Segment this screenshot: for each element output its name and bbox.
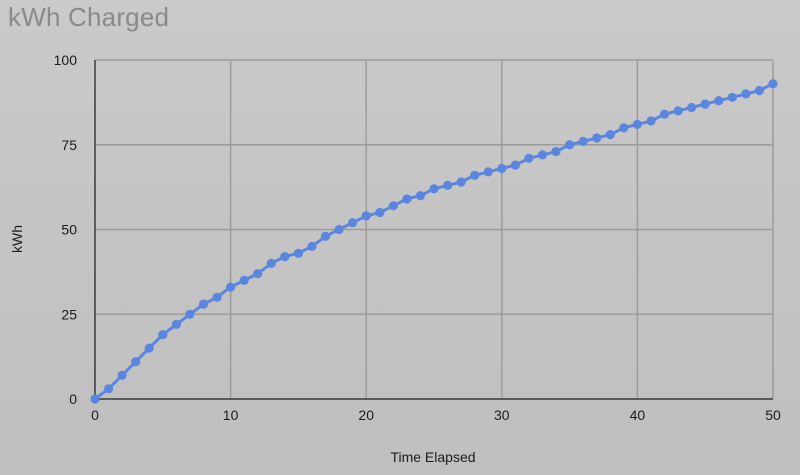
data-point	[565, 140, 575, 150]
tick-label-layer: 0 25 50 75 100 0 10 20 30 40 50	[54, 52, 781, 423]
data-point	[605, 130, 615, 140]
data-point	[117, 370, 127, 380]
data-point	[171, 319, 181, 329]
data-point	[659, 109, 670, 119]
data-point	[592, 133, 602, 143]
data-point	[768, 79, 778, 89]
data-point	[388, 201, 398, 211]
data-point	[673, 106, 683, 116]
data-point	[361, 211, 371, 221]
data-point	[158, 330, 168, 340]
data-point	[741, 89, 751, 99]
x-tick-label: 50	[765, 407, 781, 423]
x-axis-title: Time Elapsed	[390, 449, 475, 465]
data-point	[456, 177, 466, 187]
data-point	[510, 160, 520, 170]
data-point	[131, 357, 141, 367]
x-tick-label: 10	[223, 407, 239, 423]
data-point	[253, 269, 263, 279]
data-point	[293, 248, 303, 258]
data-point	[320, 231, 331, 241]
data-point	[714, 96, 724, 106]
data-point	[280, 252, 290, 262]
y-tick-label: 25	[61, 306, 77, 322]
axis-layer	[94, 60, 773, 400]
data-point	[687, 102, 697, 113]
data-point	[619, 123, 629, 133]
data-point	[402, 194, 412, 204]
data-point	[524, 153, 534, 163]
data-point	[198, 299, 209, 309]
data-point	[537, 150, 548, 160]
data-point	[578, 136, 588, 146]
data-point	[239, 275, 249, 285]
data-point	[415, 191, 425, 201]
data-point	[632, 119, 643, 129]
data-point	[375, 207, 385, 218]
x-tick-label: 30	[494, 407, 510, 423]
data-point	[144, 343, 154, 353]
x-tick-label: 0	[91, 407, 99, 423]
data-point	[334, 224, 344, 235]
data-point	[443, 180, 453, 190]
data-point	[483, 167, 493, 177]
data-point	[104, 384, 114, 394]
data-point	[497, 163, 507, 174]
data-point	[226, 282, 236, 292]
data-point	[551, 146, 561, 157]
series-line	[94, 82, 774, 401]
y-tick-label: 0	[69, 391, 77, 407]
data-point	[90, 394, 100, 404]
y-tick-label: 100	[54, 52, 78, 68]
data-point	[754, 85, 765, 96]
data-point	[646, 116, 656, 126]
data-point	[429, 184, 439, 194]
data-point	[470, 170, 480, 180]
y-tick-label: 50	[61, 222, 77, 238]
y-tick-label: 75	[61, 137, 77, 153]
x-tick-label: 20	[358, 407, 374, 423]
data-point	[212, 292, 222, 302]
data-point	[266, 258, 276, 268]
y-axis-title: kWh	[9, 225, 25, 253]
grid-layer	[95, 59, 774, 399]
series-layer	[90, 79, 778, 404]
chart-title: kWh Charged	[8, 2, 170, 32]
x-tick-label: 40	[630, 407, 646, 423]
data-point	[185, 309, 195, 319]
data-point	[307, 241, 317, 251]
data-point	[727, 92, 737, 102]
data-point	[348, 218, 358, 228]
data-point	[700, 99, 710, 109]
